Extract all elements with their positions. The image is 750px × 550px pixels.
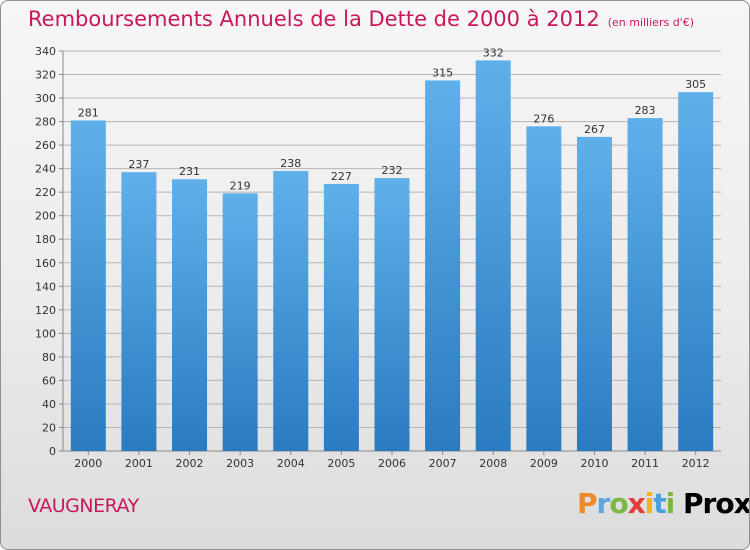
bar-value-label: 281 [78, 106, 99, 119]
bar [323, 183, 359, 452]
y-tick-label: 200 [35, 210, 56, 223]
bar [475, 60, 511, 451]
y-tick-label: 140 [35, 280, 56, 293]
chart-subtitle: (en milliers d'€) [607, 16, 694, 29]
x-tick-label: 2012 [682, 457, 710, 470]
bar [121, 172, 157, 452]
y-tick-label: 340 [35, 45, 56, 58]
y-tick-label: 160 [35, 257, 56, 270]
x-tick-label: 2003 [226, 457, 254, 470]
proxiti-logo: Proxiti Proxiti [577, 487, 750, 520]
y-tick-label: 220 [35, 186, 56, 199]
y-tick-label: 260 [35, 139, 56, 152]
y-tick-label: 280 [35, 116, 56, 129]
bar [627, 118, 663, 451]
bar [70, 120, 106, 451]
bar-value-label: 232 [382, 164, 403, 177]
x-tick-label: 2006 [378, 457, 406, 470]
y-tick-label: 60 [42, 374, 56, 387]
x-tick-label: 2007 [429, 457, 457, 470]
x-tick-label: 2000 [74, 457, 102, 470]
y-tick-label: 0 [49, 445, 56, 458]
x-tick-label: 2002 [176, 457, 204, 470]
bar [374, 178, 410, 451]
x-tick-label: 2001 [125, 457, 153, 470]
x-tick-label: 2009 [530, 457, 558, 470]
bar-value-label: 237 [128, 158, 149, 171]
bar [172, 179, 208, 451]
y-tick-label: 240 [35, 163, 56, 176]
y-tick-label: 100 [35, 327, 56, 340]
bar [678, 92, 714, 452]
x-tick-label: 2005 [327, 457, 355, 470]
y-tick-label: 20 [42, 421, 56, 434]
bar-value-label: 238 [280, 157, 301, 170]
y-tick-label: 120 [35, 304, 56, 317]
y-tick-label: 80 [42, 351, 56, 364]
bar-value-label: 315 [432, 66, 453, 79]
bar-value-label: 283 [635, 104, 656, 117]
bar-value-label: 231 [179, 165, 200, 178]
x-tick-label: 2011 [631, 457, 659, 470]
bar-value-label: 332 [483, 46, 504, 59]
x-tick-label: 2010 [580, 457, 608, 470]
bar-value-label: 276 [533, 112, 554, 125]
bar-value-label: 219 [230, 179, 251, 192]
bar [222, 193, 258, 451]
chart-title-text: Remboursements Annuels de la Dette de 20… [28, 7, 600, 31]
chart-title: Remboursements Annuels de la Dette de 20… [28, 7, 694, 31]
place-name: VAUGNERAY [28, 495, 139, 517]
y-tick-label: 320 [35, 69, 56, 82]
x-tick-label: 2008 [479, 457, 507, 470]
bar-value-label: 227 [331, 170, 352, 183]
bar-value-label: 305 [685, 78, 706, 91]
bar-value-label: 267 [584, 123, 605, 136]
bar [526, 126, 562, 451]
y-tick-label: 40 [42, 398, 56, 411]
bar [576, 136, 612, 451]
y-tick-label: 180 [35, 233, 56, 246]
bar [273, 171, 309, 451]
x-tick-label: 2004 [277, 457, 305, 470]
y-tick-label: 300 [35, 92, 56, 105]
bar [425, 80, 461, 451]
